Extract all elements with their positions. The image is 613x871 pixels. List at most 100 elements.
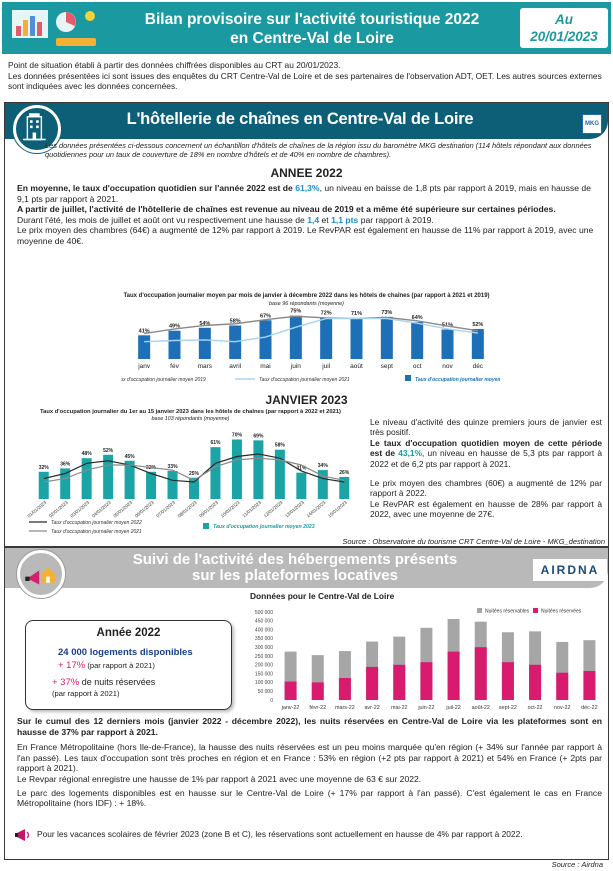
rental-chart-title: Données pour le Centre-Val de Loire: [250, 591, 395, 601]
chart3-bar-booked: [284, 681, 297, 700]
chart1-data-label: 58%: [230, 318, 241, 324]
chart1-bar: [198, 327, 211, 359]
hotel-2022-para3: Durant l'été, les mois de juillet et aoû…: [17, 215, 602, 226]
chart2-title: Taux d'occupation journalier du 1er au 1…: [40, 409, 341, 415]
chart3-x-tick: juil-22: [445, 705, 460, 711]
chart1-line-2019: [144, 315, 478, 335]
intro-text: Point de situation établi à partir des d…: [8, 60, 606, 92]
page-header: Bilan provisoire sur l'activité touristi…: [2, 2, 611, 54]
chart2-data-label: 32%: [39, 465, 50, 471]
rental-title-line1: Suivi de l'activité des hébergements pré…: [132, 551, 458, 568]
chart1-data-label: 41%: [139, 328, 150, 334]
chart3-x-tick: févr-22: [309, 705, 326, 711]
intro-line1: Point de situation établi à partir des d…: [8, 60, 341, 70]
chart1-bar: [380, 316, 393, 359]
chart2-x-tick: 01/01/2023: [27, 500, 48, 519]
chart3-x-tick: janv-22: [281, 705, 300, 711]
chart3-x-tick: oct-22: [528, 705, 543, 711]
chart2-bar: [167, 470, 178, 499]
monthly-occupancy-chart: 41% janv 49% fév 54% mars 58% avril 67% mai 75% jui…: [121, 309, 501, 383]
kpi-nights-growth: + 37% de nuits réservées: [52, 677, 155, 688]
chart2-x-tick: 14/01/2023: [306, 500, 327, 519]
year-2022-title: ANNEE 2022: [270, 166, 343, 180]
para3-mid: et: [319, 214, 332, 225]
chart2-x-tick: 13/01/2023: [284, 500, 305, 519]
chart2-x-tick: 11/01/2023: [241, 500, 262, 519]
hotel-2022-para4: Le prix moyen des chambres (64€) a augme…: [17, 225, 594, 246]
page-title-line1: Bilan provisoire sur l'activité touristi…: [144, 11, 480, 28]
date-badge-value: 20/01/2023: [530, 29, 598, 44]
para2-text: A partir de juillet, l'activité de l'hôt…: [17, 204, 556, 215]
hotel-2022-text: En moyenne, le taux d'occupation quotidi…: [17, 183, 602, 247]
chart2-x-tick: 10/01/2023: [220, 500, 241, 519]
chart2-bar: [60, 468, 71, 499]
rental-section-banner: Suivi de l'activité des hébergements pré…: [5, 548, 608, 588]
para1-start: En moyenne, le taux d'occupation quotidi…: [17, 183, 296, 193]
kpi-nights-growth-ref: (par rapport à 2021): [52, 689, 120, 698]
kpi-box-2022: Année 2022 24 000 logements disponibles …: [25, 620, 232, 710]
chart1-bar: [411, 322, 424, 359]
hotel-section-banner: L'hôtellerie de chaînes en Centre-Val de…: [5, 103, 608, 139]
chart2-data-label: 45%: [125, 454, 136, 460]
chart3-bar-booked: [556, 672, 569, 700]
chart2-legend-2023-swatch: [203, 523, 209, 529]
chart1-legend-2019: Taux d'occupation journalier moyen 2019: [121, 377, 206, 383]
chart2-bar: [210, 447, 221, 499]
chart1-x-tick: nov: [442, 363, 453, 370]
chart1-x-tick: août: [350, 363, 363, 370]
chart2-bar: [146, 471, 157, 499]
chart1-bar: [138, 335, 151, 359]
chart1-x-tick: mars: [198, 363, 213, 370]
chart1-data-label: 67%: [260, 313, 271, 319]
para1-highlight: 61,3%: [295, 183, 320, 193]
chart2-line-2022: [43, 453, 345, 483]
rental-section-title: Suivi de l'activité des hébergements pré…: [75, 552, 515, 584]
chart2-subtitle: base 103 répondants (moyenne): [151, 416, 230, 422]
chart2-x-tick: 12/01/2023: [263, 500, 284, 519]
jan-para2: Le taux d'occupation quotidien moyen de …: [370, 438, 602, 469]
chart2-legend-2022: Taux d'occupation journalier moyen 2022: [51, 520, 142, 526]
chart1-x-tick: fév: [170, 363, 179, 370]
chart2-data-label: 36%: [60, 461, 71, 467]
chart2-x-tick: 15/01/2023: [327, 500, 348, 519]
hotel-2022-para1: En moyenne, le taux d'occupation quotidi…: [17, 183, 602, 204]
tourism-illustration-icon: [6, 4, 102, 52]
page-title-line2: en Centre-Val de Loire: [230, 30, 394, 47]
chart1-x-tick: avril: [229, 363, 241, 370]
jan-para2-end: , un niveau en hausse de 5,3 pts par rap…: [370, 448, 602, 469]
chart1-legend-2022-swatch: [405, 375, 411, 381]
chart1-data-label: 52%: [472, 322, 483, 328]
chart3-x-tick: août-22: [472, 705, 490, 711]
chart1-legend-2021: Taux d'occupation journalier moyen 2021: [259, 377, 350, 383]
hotel-2022-para2: A partir de juillet, l'activité de l'hôt…: [17, 204, 602, 215]
chart3-bar-booked: [447, 651, 460, 700]
hotel-section-title: L'hôtellerie de chaînes en Centre-Val de…: [126, 110, 474, 128]
chart3-x-tick: juin-22: [417, 705, 434, 711]
chart1-x-tick: janv: [137, 363, 151, 370]
chart2-data-label: 25%: [189, 471, 200, 477]
chart1-data-label: 64%: [412, 315, 423, 321]
chart1-data-label: 71%: [351, 311, 362, 317]
chart1-data-label: 54%: [199, 321, 210, 327]
page-title: Bilan provisoire sur l'activité touristi…: [112, 10, 512, 48]
kpi-listings-growth: + 17% (par rapport à 2021): [58, 660, 155, 671]
para3-highlight1: 1,4: [307, 214, 320, 225]
chart1-bar: [168, 330, 181, 359]
chart2-x-tick: 07/01/2023: [155, 500, 176, 519]
para3-highlight2: 1,1 pts: [331, 214, 359, 225]
chart1-x-tick: juil: [321, 363, 331, 370]
chart2-x-tick: 02/01/2023: [48, 500, 69, 519]
rental-nights-chart: 0 50 000 100 000 150 000 200 000 250 000 300 0…: [255, 608, 598, 711]
winter-holidays-note: Pour les vacances scolaires de février 2…: [37, 829, 523, 839]
chart1-x-tick: déc: [473, 363, 484, 370]
chart2-x-tick: 03/01/2023: [69, 500, 90, 519]
chart2-data-label: 33%: [168, 464, 179, 470]
chart2-data-label: 34%: [318, 463, 329, 469]
chart3-x-tick: mai-22: [391, 705, 407, 711]
rental-para3: Le Revpar régional enregistre une hausse…: [17, 773, 422, 784]
chart3-y-tick: 500 000: [255, 610, 273, 616]
chart1-bar: [441, 329, 454, 359]
chart1-x-tick: juin: [290, 363, 302, 370]
chart3-x-tick: sept-22: [499, 705, 517, 711]
para3-end: par rapport à 2019.: [358, 214, 434, 225]
